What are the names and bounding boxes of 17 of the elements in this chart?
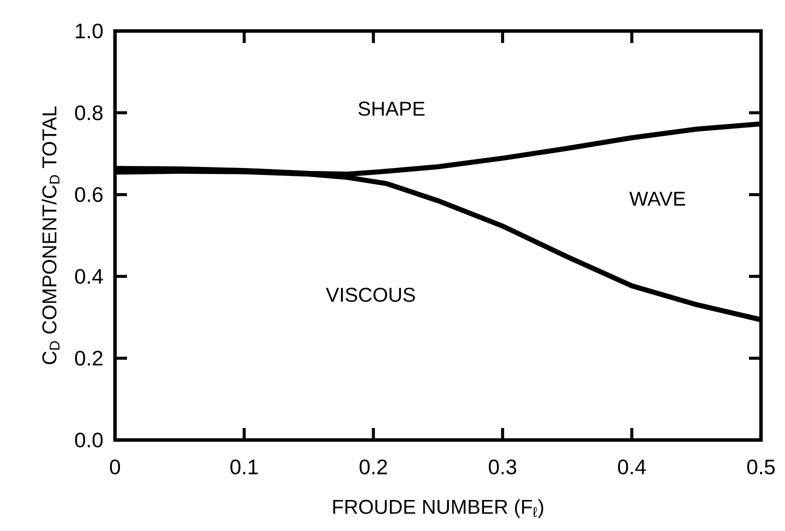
annotation: VISCOUS bbox=[326, 288, 415, 302]
y-tick-label: 0.4 bbox=[75, 268, 103, 284]
y-tick-label: 0.6 bbox=[75, 187, 103, 202]
y-tick-label: 0.0 bbox=[75, 432, 103, 448]
x-tick-label: 0.1 bbox=[230, 460, 258, 474]
x-tick-label: 0.4 bbox=[618, 460, 646, 474]
x-tick-label: 0.3 bbox=[488, 460, 516, 474]
y-tick-label: 1.0 bbox=[76, 24, 103, 38]
x-tick-label: 0 bbox=[110, 460, 120, 474]
x-tick-label: 0.5 bbox=[747, 460, 775, 474]
x-axis-title: FROUDE NUMBER (F$_{ℓ}$) bbox=[333, 499, 544, 518]
y-axis-title: C$_{D}$ COMPONENT/C$_{D}$ TOTAL bbox=[42, 106, 60, 364]
annotation: SHAPE bbox=[358, 102, 425, 116]
y-tick-label: 0.8 bbox=[75, 105, 103, 120]
x-tick-label: 0.2 bbox=[360, 460, 387, 474]
y-tick-label: 0.2 bbox=[75, 350, 102, 366]
annotation: WAVE bbox=[629, 192, 686, 206]
